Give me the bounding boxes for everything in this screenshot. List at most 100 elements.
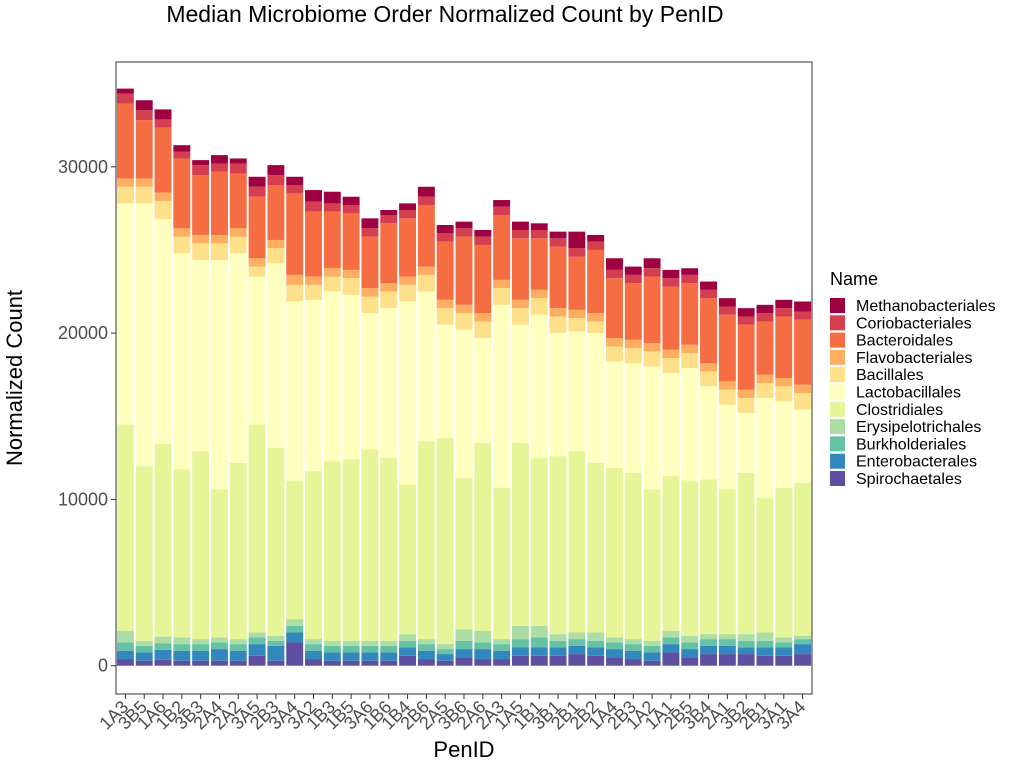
bar-segment-lactobacillales-19	[474, 338, 492, 443]
bar-segment-methanobacteriales-2	[154, 109, 172, 120]
bar-segment-spirochaetales-13	[361, 660, 379, 666]
bar-segment-clostridiales-20	[493, 487, 511, 640]
bar-segment-clostridiales-33	[737, 472, 755, 635]
bars-group	[116, 88, 812, 666]
bar-segment-bacillales-28	[643, 351, 661, 367]
bar-segment-erysipelotrichales-31	[700, 634, 718, 640]
bar-segment-burkholderiales-26	[606, 642, 623, 650]
bar-segment-spirochaetales-36	[794, 654, 812, 666]
bar-segment-clostridiales-9	[286, 481, 304, 620]
bar-segment-lactobacillales-11	[323, 291, 341, 462]
bar-segment-burkholderiales-30	[681, 642, 699, 650]
bar-segment-bacteroidales-12	[342, 213, 360, 270]
bar-segment-bacillales-35	[775, 386, 793, 402]
bar-segment-coriobacteriales-18	[455, 228, 473, 237]
bar-segment-spirochaetales-17	[436, 660, 454, 666]
bar-segment-burkholderiales-9	[286, 625, 304, 633]
bar-segment-clostridiales-13	[361, 449, 379, 641]
bar-segment-spirochaetales-7	[248, 655, 266, 666]
bar-segment-erysipelotrichales-28	[643, 640, 661, 646]
bar-segment-burkholderiales-16	[417, 644, 435, 651]
bar-segment-methanobacteriales-24	[568, 231, 586, 249]
bar-segment-flavobacteriales-20	[493, 279, 511, 289]
legend-swatch-coriobacteriales	[830, 315, 845, 331]
bar-segment-bacteroidales-6	[229, 173, 247, 229]
bar-segment-bacillales-4	[192, 243, 210, 260]
bar-segment-lactobacillales-23	[549, 333, 567, 457]
bar-segment-enterobacterales-2	[154, 649, 172, 660]
bar-segment-clostridiales-10	[305, 471, 322, 640]
bar-segment-erysipelotrichales-36	[794, 635, 812, 640]
bar-segment-lactobacillales-0	[116, 203, 134, 425]
legend-label-coriobacteriales: Coriobacteriales	[856, 315, 972, 332]
y-axis: 0 10000 20000 30000	[58, 157, 116, 676]
bar-segment-burkholderiales-27	[624, 644, 642, 651]
bar-segment-burkholderiales-20	[493, 644, 511, 651]
bar-segment-flavobacteriales-28	[643, 343, 661, 352]
bar-segment-spirochaetales-15	[399, 655, 417, 666]
bar-segment-enterobacterales-16	[417, 650, 435, 660]
bar-segment-lactobacillales-31	[700, 386, 718, 480]
bar-segment-flavobacteriales-27	[624, 339, 642, 349]
bar-segment-burkholderiales-14	[380, 645, 398, 653]
bar-segment-coriobacteriales-29	[662, 278, 680, 287]
bar-segment-spirochaetales-20	[493, 659, 511, 666]
bar-segment-coriobacteriales-19	[474, 236, 492, 245]
bar-segment-burkholderiales-13	[361, 645, 379, 653]
bar-segment-flavobacteriales-15	[399, 276, 417, 285]
bar-segment-enterobacterales-7	[248, 644, 266, 656]
bar-segment-spirochaetales-8	[267, 660, 285, 666]
bar-segment-bacteroidales-31	[700, 298, 718, 364]
bar-segment-flavobacteriales-19	[474, 313, 492, 322]
bar-segment-coriobacteriales-5	[210, 163, 228, 172]
bar-segment-burkholderiales-22	[530, 637, 548, 648]
bar-segment-lactobacillales-8	[267, 263, 285, 448]
bar-segment-clostridiales-7	[248, 424, 266, 633]
bar-segment-methanobacteriales-3	[173, 145, 191, 152]
bar-segment-erysipelotrichales-0	[116, 630, 134, 643]
bar-segment-lactobacillales-15	[399, 301, 417, 485]
bar-segment-flavobacteriales-31	[700, 363, 718, 372]
bar-segment-methanobacteriales-25	[587, 234, 605, 242]
bar-segment-erysipelotrichales-29	[662, 630, 680, 638]
bar-segment-enterobacterales-9	[286, 632, 304, 643]
bar-segment-bacteroidales-29	[662, 286, 680, 350]
bar-segment-burkholderiales-31	[700, 639, 718, 646]
bar-segment-bacillales-23	[549, 316, 567, 334]
bar-segment-methanobacteriales-35	[775, 299, 793, 309]
bar-segment-erysipelotrichales-20	[493, 639, 511, 645]
bar-segment-spirochaetales-24	[568, 654, 586, 666]
bar-segment-lactobacillales-2	[154, 219, 172, 444]
legend-label-enterobacterales: Enterobacterales	[856, 454, 977, 471]
bar-segment-spirochaetales-29	[662, 652, 680, 666]
bar-segment-bacteroidales-10	[305, 211, 322, 277]
bar-segment-enterobacterales-19	[474, 649, 492, 660]
legend-swatch-erysipelotrichales	[830, 419, 845, 435]
bar-segment-clostridiales-28	[643, 489, 661, 641]
legend-swatch-spirochaetales	[830, 471, 845, 486]
bar-segment-clostridiales-27	[624, 472, 642, 640]
bar-segment-lactobacillales-7	[248, 276, 266, 425]
bar-segment-clostridiales-8	[267, 447, 285, 636]
bar-segment-lactobacillales-10	[305, 299, 322, 472]
bar-segment-coriobacteriales-7	[248, 186, 266, 197]
bar-segment-methanobacteriales-34	[756, 304, 774, 314]
bar-segment-spirochaetales-11	[323, 660, 341, 666]
bar-segment-bacteroidales-27	[624, 283, 642, 340]
bar-segment-clostridiales-5	[210, 489, 228, 638]
bar-segment-erysipelotrichales-34	[756, 632, 774, 641]
bar-segment-flavobacteriales-24	[568, 309, 586, 319]
bar-segment-methanobacteriales-10	[305, 190, 322, 202]
bar-segment-spirochaetales-32	[718, 654, 736, 666]
bar-segment-erysipelotrichales-32	[718, 634, 736, 640]
bar-segment-coriobacteriales-32	[718, 306, 736, 315]
bar-segment-methanobacteriales-20	[493, 200, 511, 207]
bar-segment-clostridiales-16	[417, 441, 435, 640]
bar-segment-bacillales-3	[173, 236, 191, 254]
bar-segment-bacteroidales-2	[154, 127, 172, 193]
bar-segment-bacteroidales-0	[116, 103, 134, 179]
y-tick-label: 0	[98, 656, 108, 676]
bar-segment-erysipelotrichales-16	[417, 639, 435, 645]
bar-segment-bacillales-2	[154, 200, 172, 220]
